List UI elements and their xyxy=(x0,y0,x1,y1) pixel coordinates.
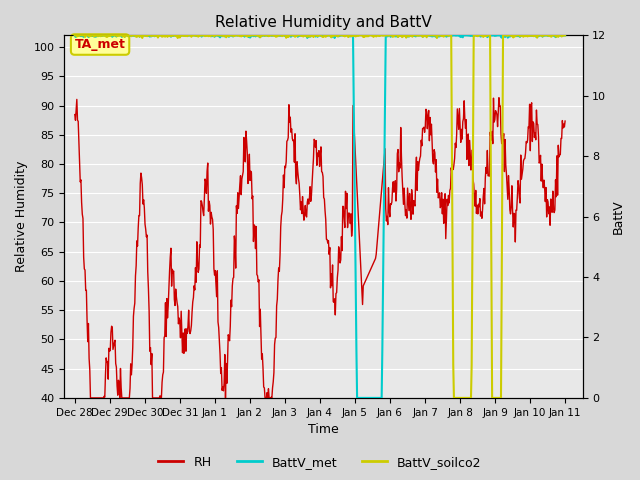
Text: TA_met: TA_met xyxy=(75,38,125,51)
Y-axis label: BattV: BattV xyxy=(612,199,625,234)
Y-axis label: Relative Humidity: Relative Humidity xyxy=(15,161,28,272)
Legend: RH, BattV_met, BattV_soilco2: RH, BattV_met, BattV_soilco2 xyxy=(154,451,486,474)
Title: Relative Humidity and BattV: Relative Humidity and BattV xyxy=(215,15,432,30)
X-axis label: Time: Time xyxy=(308,423,339,436)
